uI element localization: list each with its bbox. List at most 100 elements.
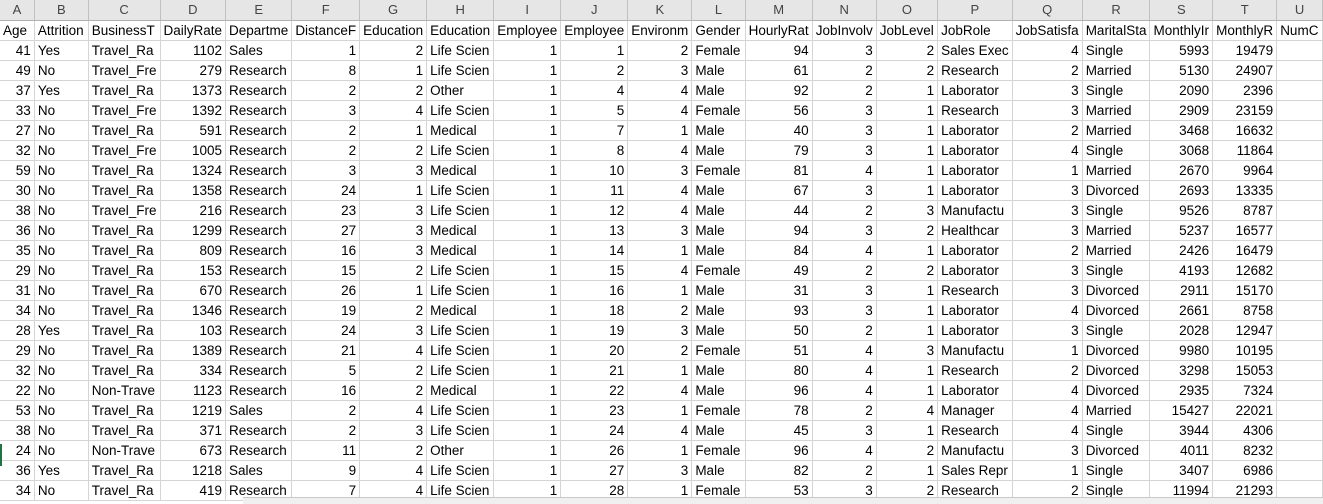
table-cell[interactable] <box>1276 80 1323 101</box>
table-cell[interactable]: 8787 <box>1212 200 1278 221</box>
table-cell[interactable]: 3 <box>876 200 939 221</box>
header-cell[interactable]: Gender <box>691 20 746 41</box>
table-cell[interactable]: Life Scien <box>426 200 495 221</box>
table-cell[interactable]: 3 <box>627 220 693 241</box>
table-cell[interactable]: Divorced <box>1082 380 1151 401</box>
table-cell[interactable]: 9 <box>291 460 361 481</box>
table-cell[interactable]: 1 <box>493 280 562 301</box>
column-header-g[interactable]: G <box>359 0 428 21</box>
table-cell[interactable]: 12947 <box>1212 320 1278 341</box>
header-cell[interactable]: BusinessT <box>88 20 161 41</box>
table-cell[interactable]: 4011 <box>1149 440 1214 461</box>
table-cell[interactable]: 2670 <box>1149 160 1214 181</box>
table-cell[interactable]: 3407 <box>1149 460 1214 481</box>
table-cell[interactable]: 1 <box>493 120 562 141</box>
table-cell[interactable]: 15427 <box>1149 400 1214 421</box>
table-cell[interactable]: 18 <box>560 300 629 321</box>
table-cell[interactable]: Travel_Ra <box>88 240 161 261</box>
table-cell[interactable]: 9964 <box>1212 160 1278 181</box>
column-header-n[interactable]: N <box>812 0 877 21</box>
table-cell[interactable]: 27 <box>291 220 361 241</box>
table-cell[interactable]: 3068 <box>1149 140 1214 161</box>
table-cell[interactable]: 1 <box>493 40 562 61</box>
header-cell[interactable]: JobSatisfa <box>1012 20 1083 41</box>
table-cell[interactable]: No <box>34 120 89 141</box>
table-cell[interactable]: 3 <box>1012 440 1083 461</box>
table-cell[interactable]: 51 <box>745 340 813 361</box>
table-cell[interactable] <box>1276 240 1323 261</box>
table-cell[interactable]: Life Scien <box>426 340 495 361</box>
table-cell[interactable]: 2426 <box>1149 240 1214 261</box>
table-cell[interactable]: No <box>34 180 89 201</box>
table-cell[interactable]: 419 <box>160 480 227 501</box>
table-cell[interactable]: 4 <box>1012 420 1083 441</box>
table-cell[interactable]: 24907 <box>1212 60 1278 81</box>
table-cell[interactable]: Life Scien <box>426 100 495 121</box>
table-cell[interactable]: 3 <box>812 420 877 441</box>
table-cell[interactable]: 3 <box>812 40 877 61</box>
table-cell[interactable]: 1 <box>627 280 693 301</box>
table-cell[interactable]: 3 <box>1012 180 1083 201</box>
table-cell[interactable]: 4 <box>627 100 693 121</box>
table-cell[interactable]: Female <box>691 400 746 421</box>
table-cell[interactable]: Travel_Ra <box>88 220 161 241</box>
table-cell[interactable]: Research <box>225 80 293 101</box>
column-header-h[interactable]: H <box>426 0 495 21</box>
table-cell[interactable]: 1 <box>876 140 939 161</box>
table-cell[interactable]: 15053 <box>1212 360 1278 381</box>
table-cell[interactable]: 2 <box>812 60 877 81</box>
table-cell[interactable]: Male <box>691 460 746 481</box>
table-cell[interactable]: Manufactu <box>937 340 1013 361</box>
table-cell[interactable]: Medical <box>426 220 495 241</box>
table-cell[interactable]: Research <box>225 160 293 181</box>
table-cell[interactable]: 1 <box>876 160 939 181</box>
table-cell[interactable] <box>1276 400 1323 421</box>
table-cell[interactable]: 5993 <box>1149 40 1214 61</box>
table-cell[interactable]: 2 <box>812 200 877 221</box>
table-cell[interactable]: 4 <box>627 180 693 201</box>
table-cell[interactable]: 8 <box>291 60 361 81</box>
table-cell[interactable] <box>1276 300 1323 321</box>
table-cell[interactable]: 2 <box>876 40 939 61</box>
table-cell[interactable]: 21293 <box>1212 480 1278 501</box>
table-cell[interactable]: Research <box>225 280 293 301</box>
table-cell[interactable]: No <box>34 60 89 81</box>
table-cell[interactable]: Female <box>691 440 746 461</box>
table-cell[interactable]: Research <box>225 240 293 261</box>
table-cell[interactable]: Life Scien <box>426 480 495 501</box>
table-cell[interactable]: 2 <box>812 320 877 341</box>
table-cell[interactable]: 84 <box>745 240 813 261</box>
table-cell[interactable]: 1 <box>493 440 562 461</box>
table-cell[interactable]: 8758 <box>1212 300 1278 321</box>
table-cell[interactable]: Laborator <box>937 380 1013 401</box>
table-cell[interactable]: 4 <box>1012 380 1083 401</box>
table-cell[interactable]: Travel_Fre <box>88 60 161 81</box>
table-cell[interactable]: 24 <box>560 420 629 441</box>
table-cell[interactable]: 1 <box>627 120 693 141</box>
table-cell[interactable]: Laborator <box>937 240 1013 261</box>
table-cell[interactable]: 3468 <box>1149 120 1214 141</box>
table-cell[interactable]: 16 <box>560 280 629 301</box>
table-cell[interactable]: No <box>34 100 89 121</box>
table-cell[interactable]: Life Scien <box>426 420 495 441</box>
table-cell[interactable]: Research <box>225 220 293 241</box>
table-cell[interactable]: Life Scien <box>426 180 495 201</box>
table-cell[interactable]: Life Scien <box>426 400 495 421</box>
table-cell[interactable]: Single <box>1082 40 1151 61</box>
table-cell[interactable]: Other <box>426 440 495 461</box>
table-cell[interactable]: Research <box>937 480 1013 501</box>
column-header-e[interactable]: E <box>225 0 293 21</box>
table-cell[interactable]: 3 <box>812 100 877 121</box>
table-cell[interactable]: 3 <box>1012 200 1083 221</box>
table-cell[interactable]: 37 <box>0 80 35 101</box>
table-cell[interactable]: 3 <box>291 160 361 181</box>
table-cell[interactable]: 591 <box>160 120 227 141</box>
table-cell[interactable]: 1 <box>359 280 428 301</box>
column-header-p[interactable]: P <box>937 0 1013 21</box>
table-cell[interactable]: Manager <box>937 400 1013 421</box>
table-cell[interactable]: 81 <box>745 160 813 181</box>
table-cell[interactable] <box>1276 220 1323 241</box>
table-cell[interactable]: 153 <box>160 260 227 281</box>
table-cell[interactable]: 2 <box>627 340 693 361</box>
table-cell[interactable]: 3 <box>1012 280 1083 301</box>
